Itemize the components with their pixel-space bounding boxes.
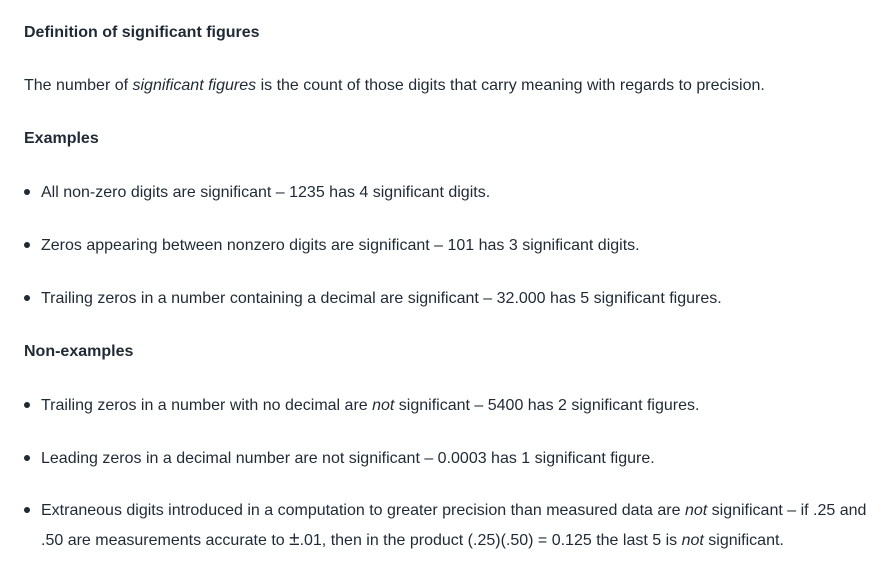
list-item-text: All non-zero digits are significant – 12… — [41, 184, 491, 201]
bullet-icon — [24, 189, 30, 195]
list-item-text: Extraneous digits introduced in a comput… — [41, 496, 869, 555]
bullet-icon — [24, 455, 30, 461]
definition-term: significant figures — [132, 77, 257, 94]
bullet-icon — [24, 295, 30, 301]
examples-heading: Examples — [24, 130, 99, 147]
list-item-text: Trailing zeros in a number containing a … — [41, 290, 722, 307]
text-segment: .01, then in the product (.25)(.50) = 0.… — [299, 532, 682, 549]
emphasis-not: not — [372, 397, 395, 414]
non-examples-heading: Non-examples — [24, 343, 134, 360]
text-segment: Trailing zeros in a number with no decim… — [41, 397, 373, 414]
list-item: Trailing zeros in a number containing a … — [24, 284, 869, 313]
definition-heading: Definition of significant figures — [24, 24, 260, 41]
list-item-text: Trailing zeros in a number with no decim… — [41, 391, 869, 420]
text-segment: significant. — [703, 532, 784, 549]
text-segment: significant – if .25 and .50 are measure… — [41, 502, 867, 549]
list-item: Zeros appearing between nonzero digits a… — [24, 231, 869, 260]
list-item: Trailing zeros in a number with no decim… — [24, 391, 869, 420]
bullet-icon — [24, 242, 30, 248]
list-item-text: Leading zeros in a decimal number are no… — [41, 450, 655, 467]
definition-paragraph: The number of significant figures is the… — [24, 75, 765, 97]
list-item: Leading zeros in a decimal number are no… — [24, 444, 869, 473]
emphasis-not: not — [681, 532, 704, 549]
plus-minus-symbol: ± — [289, 529, 300, 550]
emphasis-not: not — [684, 502, 708, 519]
text-segment: significant – 5400 has 2 significant fig… — [394, 397, 700, 414]
definition-text-before: The number of — [24, 77, 133, 94]
bullet-icon — [24, 507, 30, 513]
list-item: Extraneous digits introduced in a comput… — [24, 496, 869, 555]
definition-text-after: is the count of those digits that carry … — [256, 77, 765, 94]
list-item-text: Zeros appearing between nonzero digits a… — [41, 237, 640, 254]
list-item: All non-zero digits are significant – 12… — [24, 178, 869, 207]
text-segment: Extraneous digits introduced in a comput… — [41, 502, 685, 519]
bullet-icon — [24, 402, 30, 408]
